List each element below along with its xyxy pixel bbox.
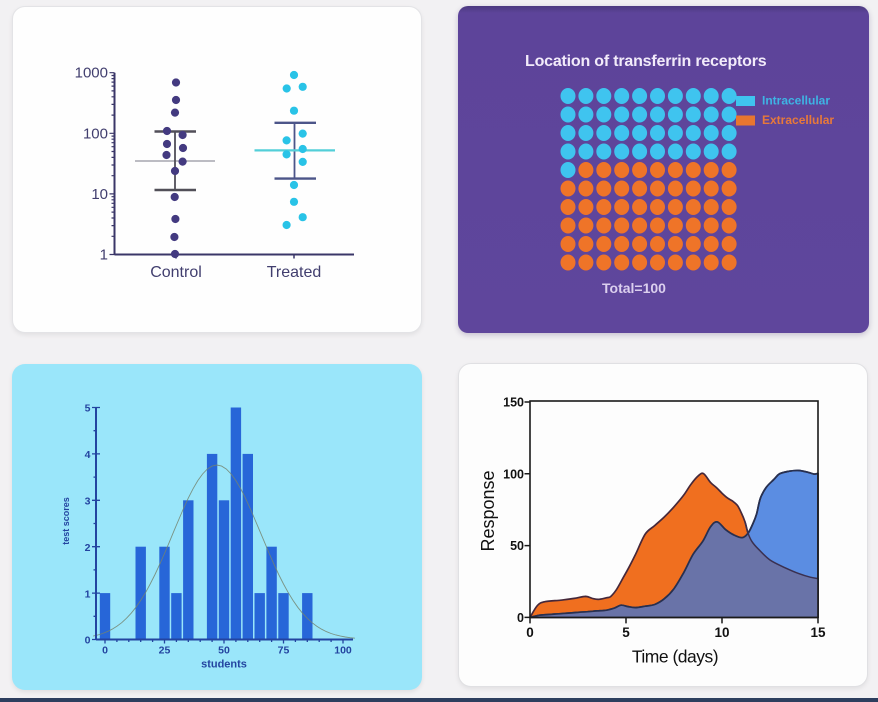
svg-text:Control: Control (150, 264, 202, 281)
svg-text:75: 75 (278, 645, 290, 657)
svg-text:10: 10 (714, 625, 729, 640)
svg-text:0: 0 (102, 645, 108, 657)
svg-text:0: 0 (85, 635, 91, 647)
svg-text:100: 100 (83, 125, 108, 142)
svg-text:50: 50 (510, 539, 524, 553)
svg-text:Extracellular: Extracellular (762, 113, 834, 127)
svg-text:students: students (201, 659, 247, 671)
svg-text:Location of transferrin recept: Location of transferrin receptors (525, 53, 767, 70)
svg-text:10: 10 (91, 186, 108, 203)
svg-text:1: 1 (85, 588, 91, 600)
svg-text:25: 25 (159, 645, 171, 657)
svg-text:50: 50 (218, 645, 230, 657)
svg-text:1: 1 (100, 247, 108, 264)
svg-text:15: 15 (810, 625, 826, 640)
svg-text:0: 0 (517, 611, 524, 625)
svg-text:test scores: test scores (61, 497, 71, 545)
svg-text:150: 150 (503, 396, 524, 410)
svg-text:Intracellular: Intracellular (762, 94, 830, 108)
svg-text:1000: 1000 (75, 65, 108, 82)
svg-text:3: 3 (85, 496, 91, 508)
svg-text:Treated: Treated (267, 264, 322, 281)
svg-text:Total=100: Total=100 (602, 280, 666, 296)
svg-text:4: 4 (85, 449, 91, 461)
svg-text:5: 5 (85, 403, 91, 415)
svg-text:Response: Response (478, 470, 498, 551)
svg-text:100: 100 (334, 645, 352, 657)
svg-text:Time (days): Time (days) (632, 647, 718, 667)
svg-text:0: 0 (526, 625, 534, 640)
svg-text:5: 5 (622, 625, 630, 640)
svg-text:100: 100 (503, 467, 524, 481)
svg-text:2: 2 (85, 542, 91, 554)
